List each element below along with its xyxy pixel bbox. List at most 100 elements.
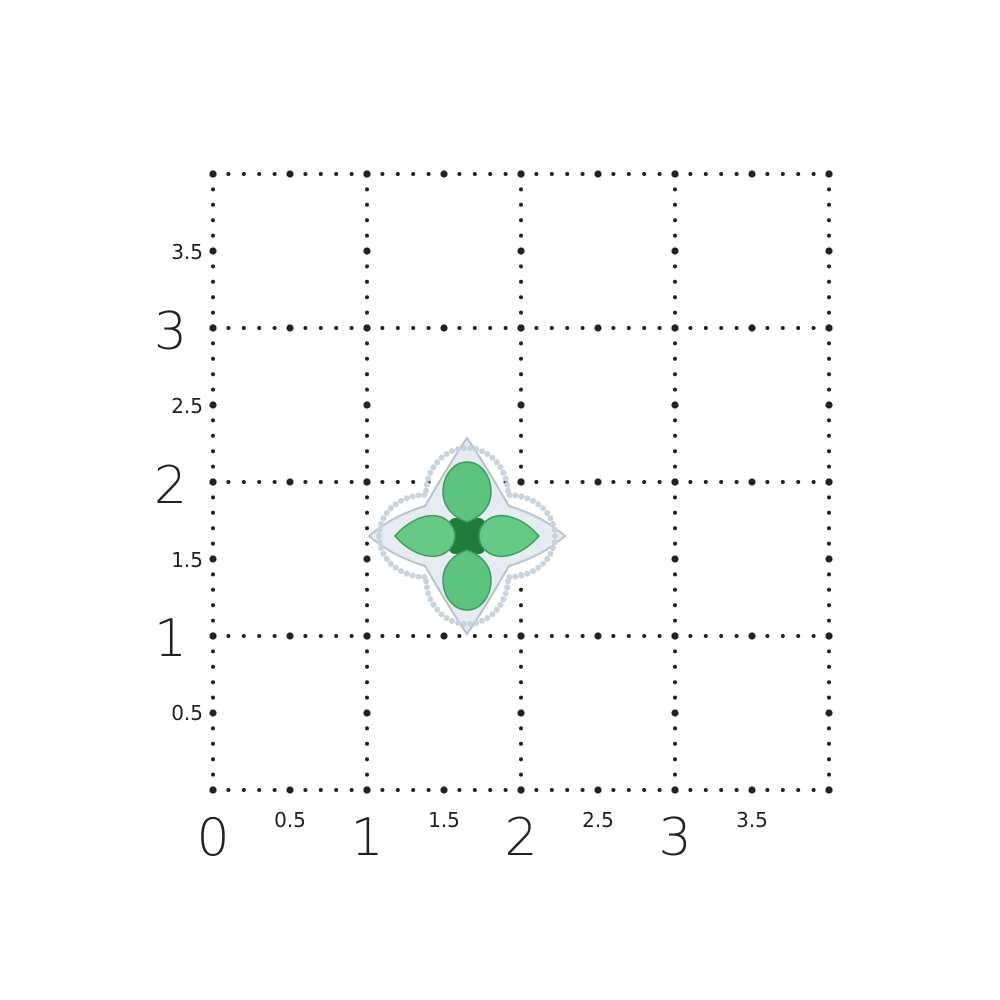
halo-diamond: [438, 611, 445, 618]
grid-dot: [827, 649, 831, 654]
grid-dot: [519, 664, 523, 669]
grid-dot: [519, 649, 523, 654]
halo-diamond: [500, 469, 507, 476]
grid-dot: [349, 172, 354, 176]
grid-dot: [673, 202, 677, 207]
halo-diamond: [383, 510, 390, 516]
grid-dot-major: [671, 632, 679, 640]
halo-diamond: [524, 570, 531, 577]
halo-diamond: [380, 550, 387, 557]
halo-diamond: [467, 445, 474, 452]
grid-dot: [365, 726, 369, 731]
halo-diamond: [473, 446, 480, 453]
grid-dot: [349, 480, 354, 484]
grid-dot: [827, 680, 831, 685]
grid-dot: [673, 372, 677, 377]
grid-dot: [411, 480, 416, 484]
grid-dot: [365, 618, 369, 623]
center-emerald: [449, 518, 485, 554]
grid-dot: [318, 480, 323, 484]
grid-dot-major: [671, 170, 679, 178]
grid-dot: [365, 510, 369, 515]
halo-diamond: [497, 464, 504, 471]
grid-dot: [703, 172, 708, 176]
grid-dot: [688, 788, 693, 792]
grid-dot: [519, 587, 523, 592]
halo-diamond: [423, 487, 430, 494]
grid-dot-major: [594, 478, 602, 486]
grid-dot: [811, 788, 816, 792]
halo-diamond: [552, 533, 558, 539]
grid-dot-major: [209, 324, 217, 332]
halo-diamond: [540, 560, 547, 567]
halo-diamond: [443, 451, 450, 457]
grid-dot: [519, 464, 523, 469]
grid-dot: [827, 279, 831, 284]
grid-dot: [211, 233, 215, 238]
grid-dot: [734, 634, 739, 638]
grid-dot: [673, 741, 677, 746]
grid-dot: [365, 233, 369, 238]
grid-dot: [642, 480, 647, 484]
grid-dot-major: [671, 401, 679, 409]
grid-dot: [457, 788, 462, 792]
grid-dot: [426, 634, 431, 638]
grid-dot-major: [671, 786, 679, 794]
grid-dot: [827, 664, 831, 669]
grid-dot-major: [209, 786, 217, 794]
halo-diamond: [430, 464, 437, 471]
grid-dot: [365, 202, 369, 207]
y-label-3-5: 3.5: [171, 240, 203, 264]
grid-dot: [780, 788, 785, 792]
grid-dot: [380, 634, 385, 638]
grid-dot: [211, 372, 215, 377]
grid-dot: [565, 788, 570, 792]
halo-diamond: [403, 570, 410, 577]
grid-dot: [657, 634, 662, 638]
grid-dot: [426, 172, 431, 176]
grid-dot-major: [209, 632, 217, 640]
grid-dot-major: [363, 709, 371, 717]
grid-dot-major: [671, 247, 679, 255]
grid-dot: [519, 603, 523, 608]
halo-diamond: [479, 448, 485, 455]
grid-dot: [642, 326, 647, 330]
grid-dot-major: [671, 324, 679, 332]
grid-dot: [318, 634, 323, 638]
halo-diamond: [502, 475, 509, 482]
grid-dot: [827, 772, 831, 777]
x-label-0: 0: [196, 808, 229, 868]
grid-dot: [765, 480, 770, 484]
grid-dot: [226, 634, 231, 638]
grid-dot: [211, 218, 215, 223]
grid-dot-major: [517, 247, 525, 255]
grid-dot: [519, 202, 523, 207]
grid-dot: [734, 326, 739, 330]
grid-dot: [626, 634, 631, 638]
grid-dot: [472, 326, 477, 330]
grid-dot: [211, 202, 215, 207]
grid-dot: [365, 603, 369, 608]
halo-diamond: [518, 493, 525, 500]
grid-dot: [827, 572, 831, 577]
grid-dot: [411, 788, 416, 792]
halo-diamond: [484, 615, 491, 621]
grid-dot: [719, 634, 724, 638]
grid-dot: [318, 788, 323, 792]
grid-dot: [534, 788, 539, 792]
grid-dot: [673, 218, 677, 223]
grid-dot: [796, 172, 801, 176]
grid-dot: [472, 172, 477, 176]
grid-dot: [827, 264, 831, 269]
grid-dot: [334, 326, 339, 330]
grid-dot: [519, 695, 523, 700]
grid-dot: [519, 680, 523, 685]
grid-dot: [827, 187, 831, 192]
grid-dot: [827, 356, 831, 361]
grid-dot: [827, 449, 831, 454]
grid-dot: [257, 480, 262, 484]
grid-dot: [534, 172, 539, 176]
emerald-top: [442, 461, 492, 523]
halo-diamond: [430, 601, 437, 608]
